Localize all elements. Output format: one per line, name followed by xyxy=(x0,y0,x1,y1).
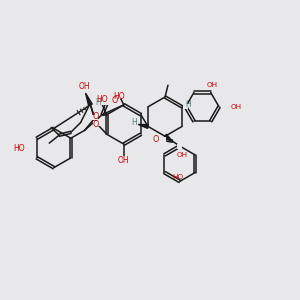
Text: OH: OH xyxy=(118,156,130,165)
Polygon shape xyxy=(164,134,172,141)
Text: O: O xyxy=(92,120,99,129)
Text: OH: OH xyxy=(176,152,188,158)
Text: HO: HO xyxy=(96,95,108,104)
Bar xyxy=(93,121,100,126)
Text: O: O xyxy=(92,112,98,121)
Text: HO: HO xyxy=(113,92,125,100)
Bar xyxy=(91,115,98,120)
Text: OH: OH xyxy=(231,104,242,110)
Text: HO: HO xyxy=(14,143,25,152)
Text: O: O xyxy=(111,96,117,105)
Text: OH: OH xyxy=(79,82,90,91)
Text: H: H xyxy=(95,98,101,107)
Bar xyxy=(22,144,32,152)
Bar xyxy=(177,144,182,148)
Bar xyxy=(183,104,188,109)
Bar xyxy=(159,137,166,142)
Bar xyxy=(81,85,90,91)
Text: H: H xyxy=(185,100,191,109)
Polygon shape xyxy=(138,124,148,128)
Text: OH: OH xyxy=(207,82,218,88)
Text: O: O xyxy=(152,135,159,144)
Bar xyxy=(118,156,130,162)
Polygon shape xyxy=(85,93,92,106)
Text: HO: HO xyxy=(172,175,183,181)
Bar xyxy=(95,99,109,105)
Text: H: H xyxy=(131,118,137,127)
